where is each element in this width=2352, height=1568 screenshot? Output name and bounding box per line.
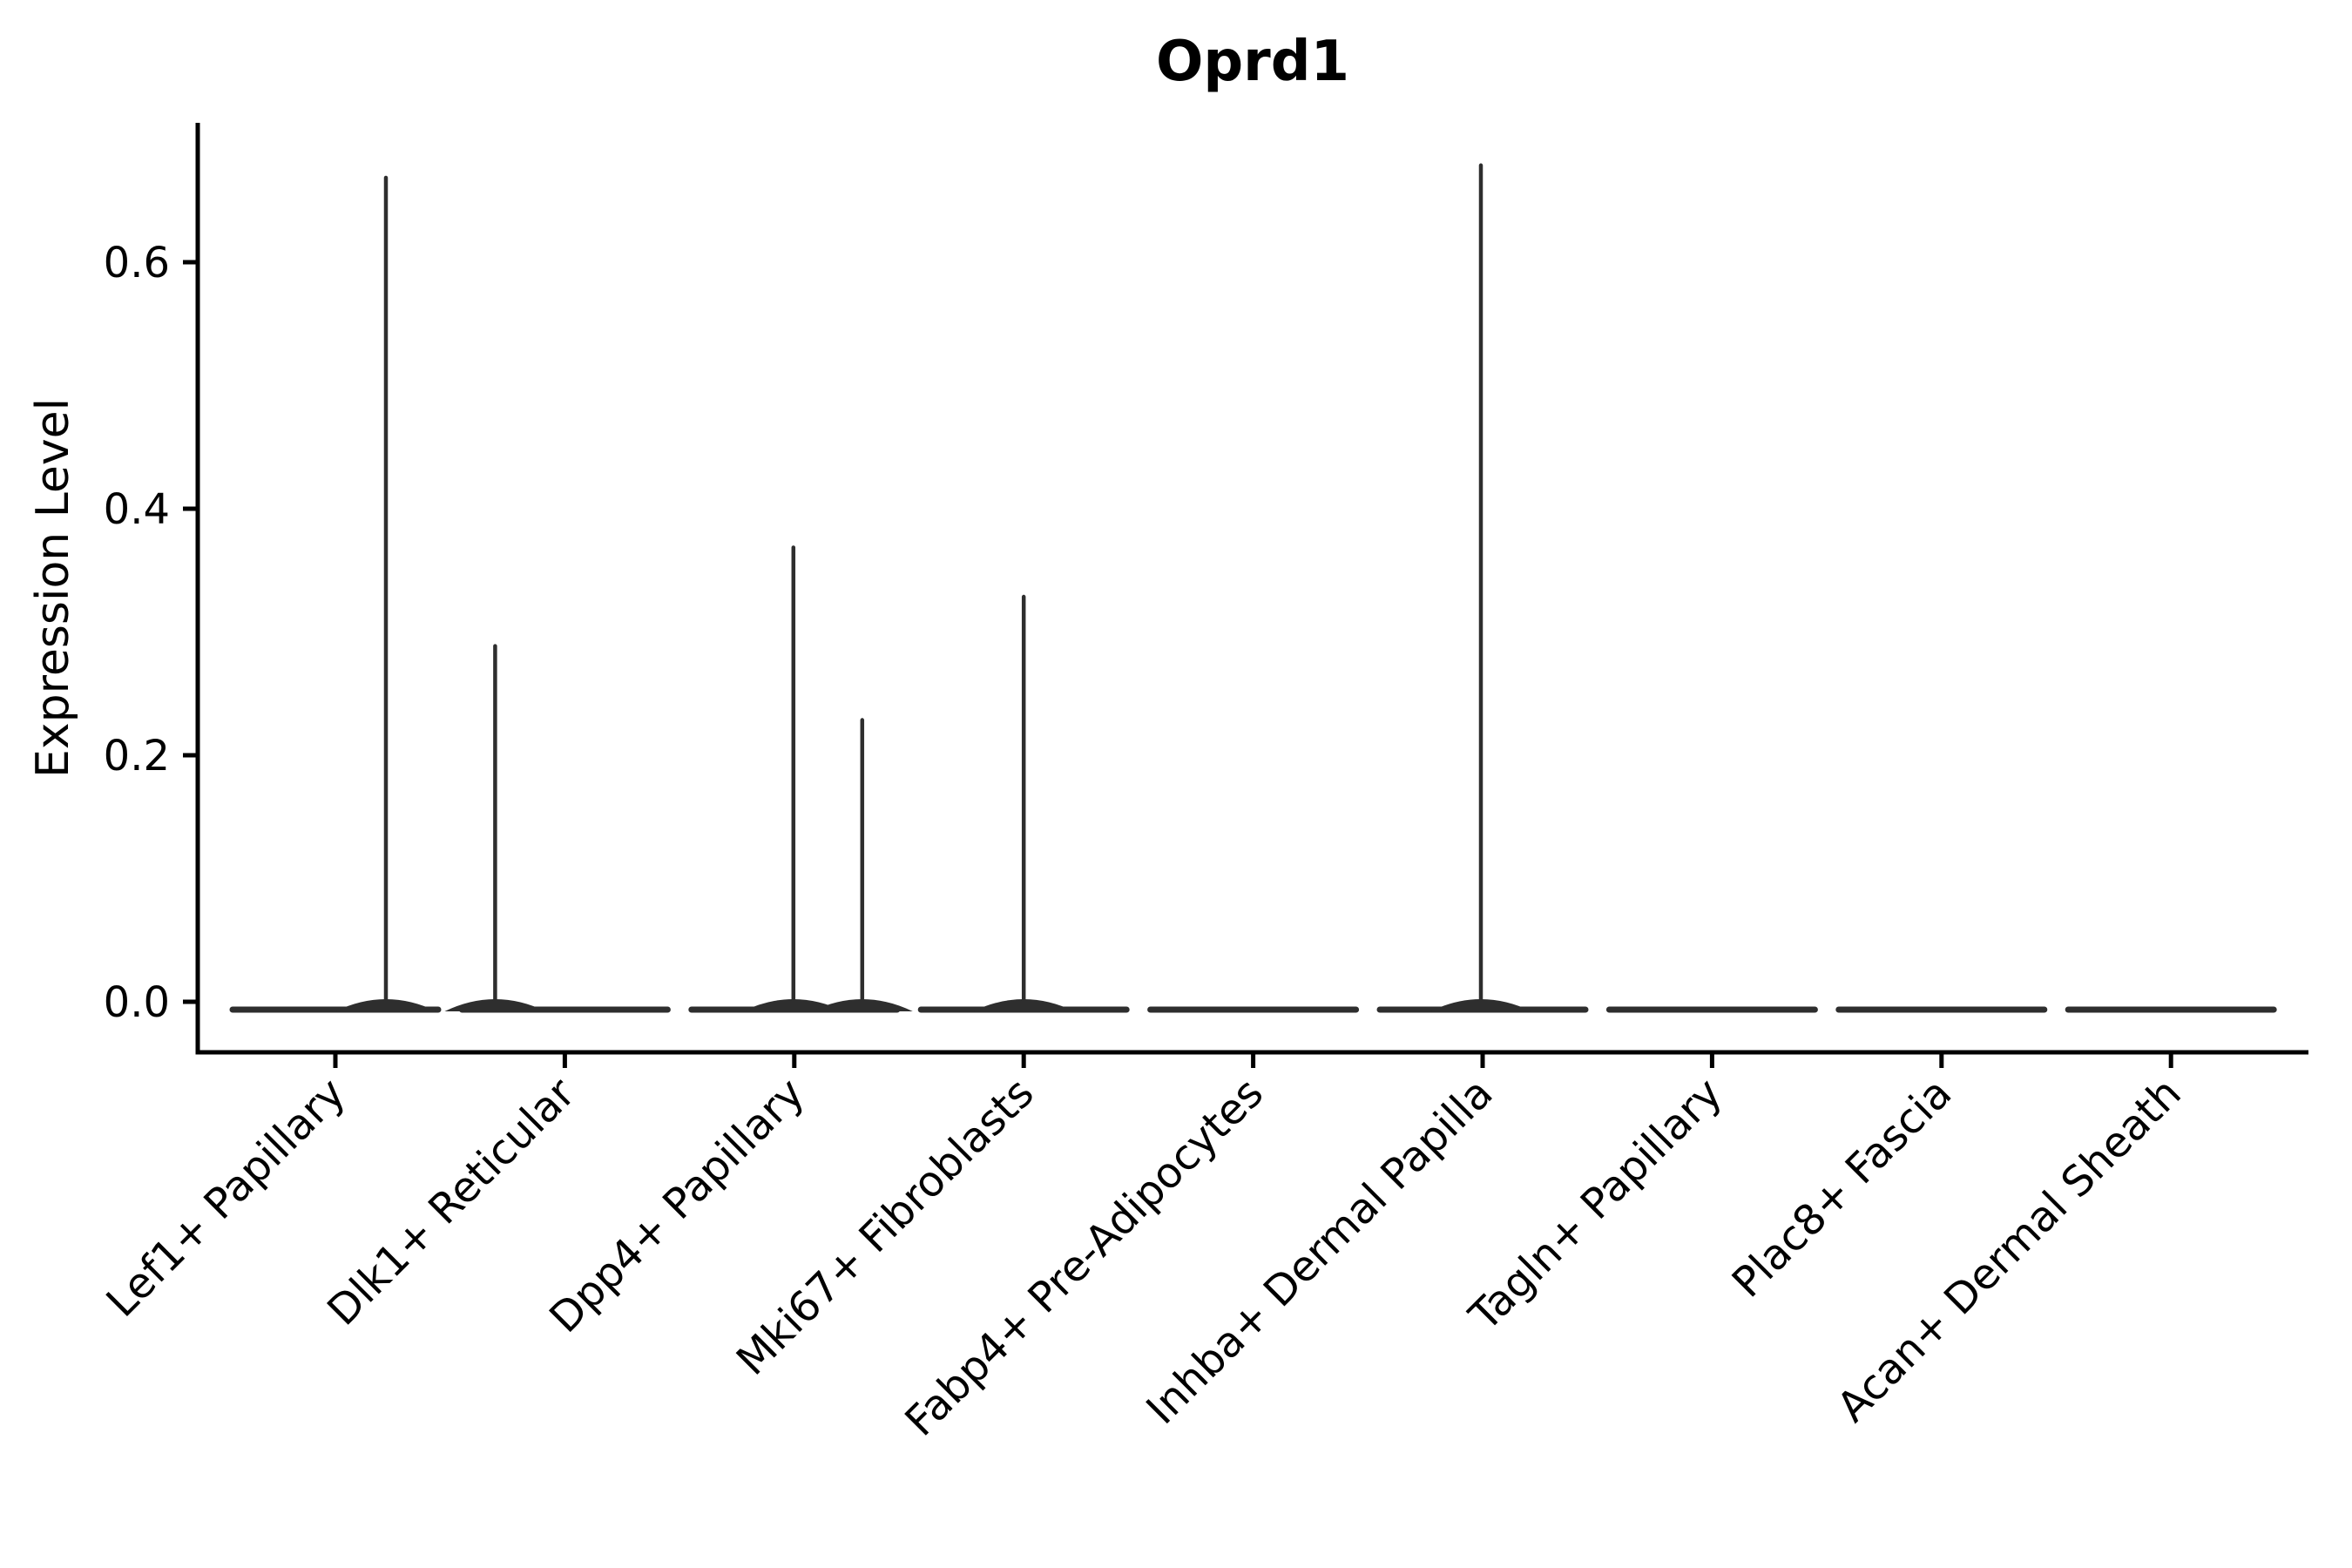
- violin: [229, 175, 442, 1013]
- violin: [688, 545, 913, 1013]
- x-tick-label: Dpp4+ Papillary: [540, 1069, 814, 1342]
- violins-layer: [229, 163, 2277, 1013]
- violin: [917, 594, 1130, 1013]
- violin: [1376, 163, 1589, 1013]
- violin: [444, 644, 671, 1013]
- y-tick-label: 0.2: [104, 732, 170, 781]
- y-tick-label: 0.0: [104, 978, 170, 1027]
- x-tick-label: Tagln+ Papillary: [1460, 1069, 1732, 1341]
- x-tick-label: Dlk1+ Reticular: [318, 1069, 585, 1335]
- plot-title: Oprd1: [1156, 30, 1349, 94]
- y-tick-label: 0.6: [104, 239, 170, 287]
- y-tick-label: 0.4: [104, 485, 170, 534]
- x-tick-label: Plac8+ Fascia: [1723, 1069, 1962, 1308]
- y-axis-label: Expression Level: [27, 398, 79, 778]
- x-tick-label: Lef1+ Papillary: [98, 1069, 355, 1327]
